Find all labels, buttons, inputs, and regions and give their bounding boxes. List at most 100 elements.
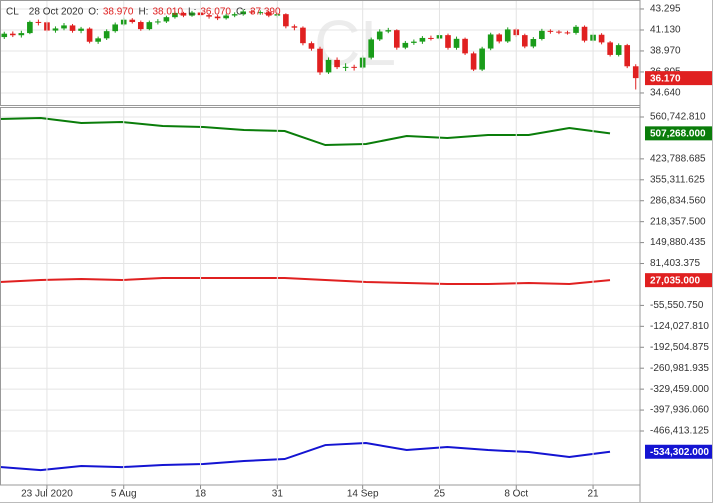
x-tick-label: 25	[434, 489, 446, 500]
candle-body	[240, 11, 247, 15]
candle-body	[27, 21, 33, 34]
y-tick-label: 286,834.560	[650, 195, 706, 206]
candle-body	[231, 14, 238, 16]
candle-body	[325, 59, 332, 73]
candle-body	[496, 34, 503, 42]
candle-body	[308, 43, 315, 49]
y-tick-label: 43.295	[650, 4, 681, 15]
last-value-badge	[645, 71, 712, 86]
candle-body	[52, 28, 59, 31]
y-tick-label: -55,550.750	[650, 300, 704, 311]
candle-body	[9, 33, 16, 36]
candle-body	[470, 53, 477, 70]
candle-body	[624, 45, 631, 67]
candle-body	[18, 33, 25, 36]
y-tick-label: 560,742.810	[650, 112, 706, 123]
candle-body	[428, 37, 434, 39]
candle-body	[402, 42, 409, 48]
candle-body	[530, 39, 537, 47]
y-tick-label: 423,788.685	[650, 154, 706, 165]
candle-body	[393, 30, 400, 48]
x-tick-label: 31	[272, 489, 284, 500]
candle-body	[248, 11, 255, 13]
candle-body	[504, 29, 511, 42]
candle-body	[69, 25, 76, 31]
header-text: 37.390	[250, 7, 281, 18]
header-text: H:	[138, 7, 148, 18]
y-tick-label: 355,311.625	[650, 174, 705, 185]
x-tick-label: 18	[195, 489, 207, 500]
candle-body	[137, 22, 144, 30]
candle-body	[479, 48, 485, 70]
candle-body	[334, 59, 340, 68]
line-series	[0, 277, 611, 286]
x-tick-label: 5 Aug	[111, 489, 137, 500]
candle-body	[385, 30, 392, 32]
y-tick-label: 149,880.435	[650, 237, 706, 248]
candle-body	[598, 34, 605, 43]
candle-body	[368, 39, 375, 58]
last-value-badge	[645, 126, 712, 141]
y-tick-label: -466,413.125	[650, 426, 709, 437]
candle-body	[607, 42, 613, 55]
header-text: 36.070	[200, 7, 231, 18]
candle-body	[351, 66, 357, 68]
y-tick-label: -397,936.060	[650, 405, 709, 416]
last-value-label: 27,035.000	[650, 275, 700, 286]
candle-body	[445, 35, 451, 48]
last-value-label: 36.170	[650, 73, 681, 84]
y-tick-label: 81,403.375	[650, 258, 700, 269]
candle-body	[632, 66, 639, 79]
header-text: 38.010	[152, 7, 183, 18]
candle-body	[317, 48, 323, 73]
candle-body	[95, 38, 101, 42]
candle-body	[556, 31, 562, 33]
header-text: C:	[236, 7, 246, 18]
header-text: CL	[6, 7, 19, 18]
candle-body	[223, 15, 229, 19]
header-text: 28 Oct 2020	[29, 7, 84, 18]
header-text: O:	[88, 7, 99, 18]
header-text: 38.970	[103, 7, 134, 18]
candle-body	[265, 12, 272, 16]
y-tick-label: 38.970	[650, 46, 681, 57]
y-tick-label: 41.130	[650, 25, 681, 36]
candle-body	[35, 21, 42, 23]
candle-body	[300, 27, 306, 44]
candle-body	[462, 38, 468, 54]
candle-body	[257, 12, 264, 14]
candle-body	[163, 17, 170, 22]
candle-body	[581, 26, 588, 41]
candle-body	[1, 33, 8, 38]
last-value-badge	[645, 444, 712, 459]
header-text: L:	[188, 7, 196, 18]
candle-body	[86, 28, 93, 42]
candle-body	[155, 21, 161, 23]
x-tick-label: 21	[588, 489, 600, 500]
last-value-label: 507,268.000	[650, 128, 706, 139]
y-tick-label: -124,027.810	[650, 321, 709, 332]
candle-body	[564, 32, 571, 34]
candle-body	[180, 12, 187, 16]
candle-body	[146, 22, 153, 30]
candle-body	[61, 25, 67, 29]
candle-body	[112, 24, 119, 32]
candle-body	[521, 35, 528, 47]
candle-body	[615, 45, 622, 55]
candle-body	[103, 31, 110, 39]
candle-body	[487, 34, 494, 49]
y-tick-label: -192,504.875	[650, 342, 709, 353]
line-series	[0, 442, 611, 472]
candle-body	[214, 16, 221, 19]
candle-body	[172, 12, 178, 18]
candle-body	[547, 30, 554, 32]
y-tick-label: -260,981.935	[650, 363, 709, 374]
x-tick-label: 8 Oct	[504, 489, 528, 500]
candle-body	[291, 26, 298, 28]
candle-body	[129, 19, 136, 23]
y-tick-label: 218,357.500	[650, 216, 706, 227]
candle-body	[283, 14, 289, 27]
candle-body	[376, 31, 383, 40]
